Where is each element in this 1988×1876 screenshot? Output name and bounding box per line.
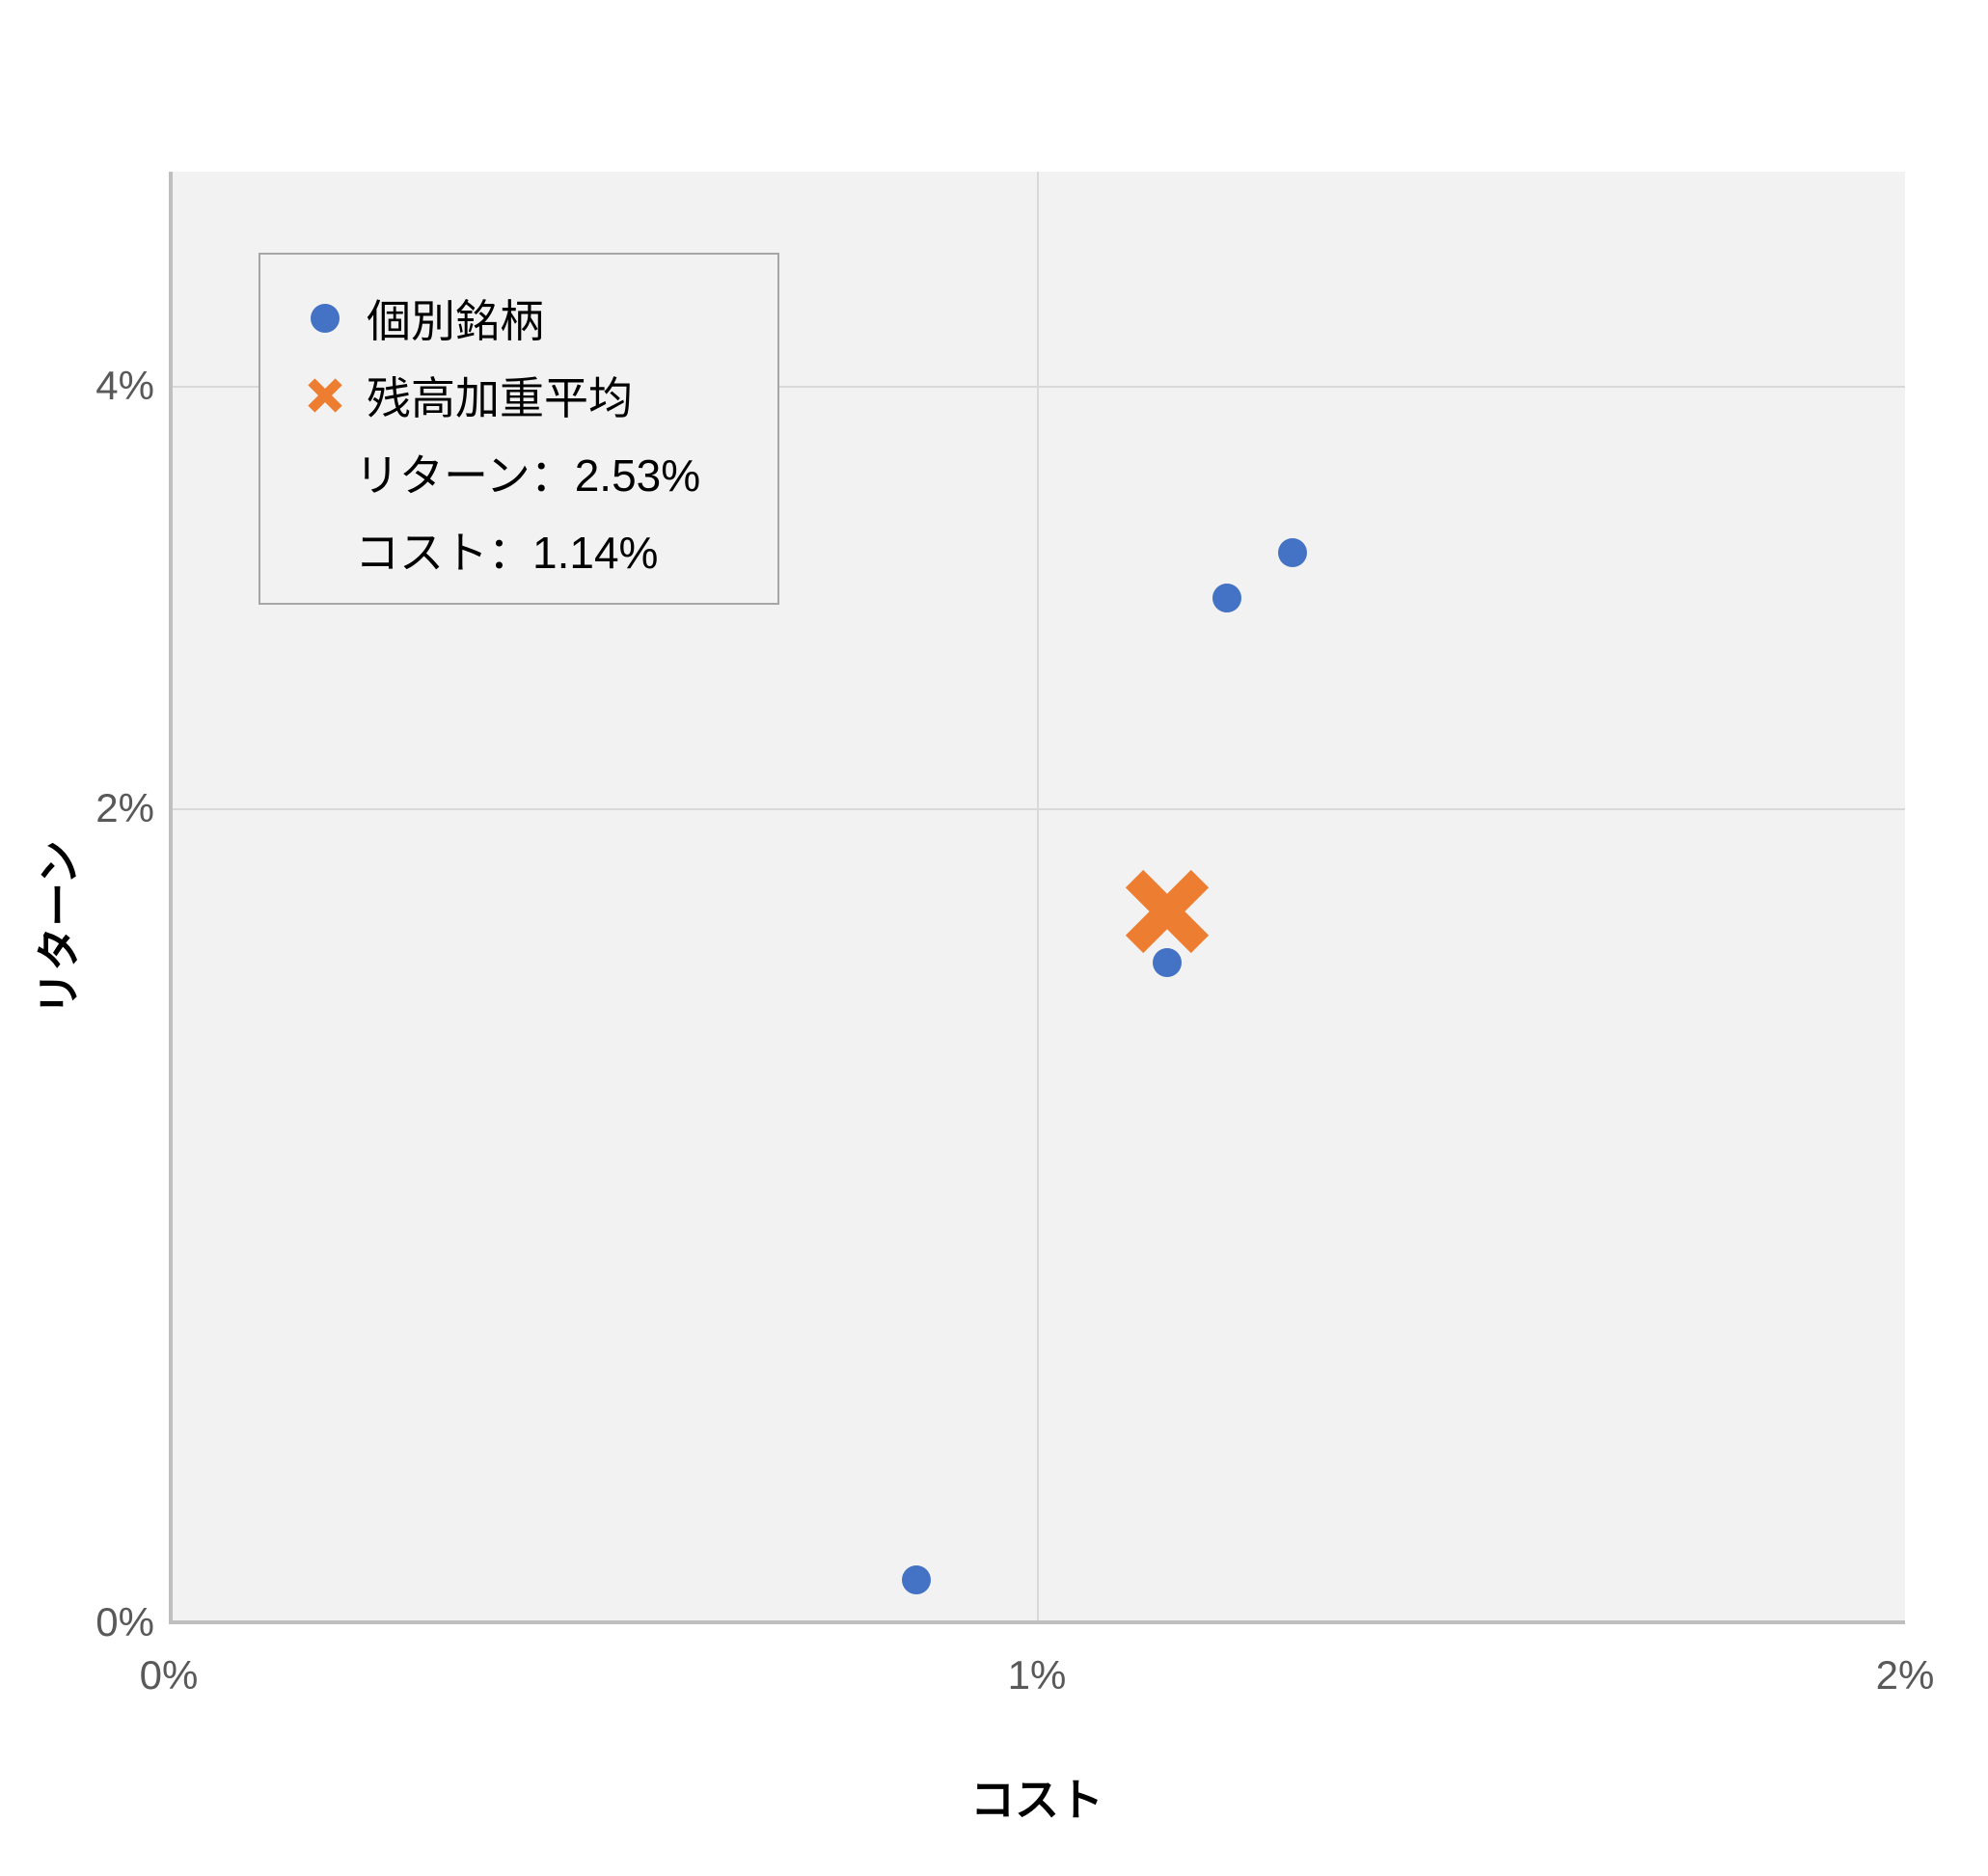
data-point-stock-1[interactable] — [902, 1565, 931, 1594]
legend-annotation-cost: コスト：1.14% — [260, 511, 777, 588]
y-tick-label-0pct: 0% — [95, 1599, 154, 1645]
data-point-stock-2[interactable] — [1153, 948, 1182, 977]
data-point-stock-3[interactable] — [1212, 584, 1241, 612]
legend-annotation-cost-text: コスト：1.14% — [355, 528, 659, 578]
legend-annotation-return: リターン：2.53% — [260, 434, 777, 511]
x-tick-label-0pct: 0% — [139, 1652, 199, 1698]
data-point-stock-4[interactable] — [1278, 538, 1307, 567]
legend-label-weighted-average: 残高加重平均 — [367, 373, 633, 423]
legend-label-individual-stocks: 個別銘柄 — [367, 296, 544, 346]
y-tick-label-2pct: 2% — [95, 785, 154, 830]
data-point-weighted-average[interactable] — [1121, 865, 1213, 958]
cross-marker-icon — [295, 377, 355, 414]
x-axis-line — [169, 1620, 1905, 1624]
legend-item-weighted-average[interactable]: 残高加重平均 — [260, 357, 777, 434]
y-axis-line — [169, 172, 173, 1624]
x-axis-title: コスト — [970, 1775, 1103, 1825]
legend-item-individual-stocks[interactable]: 個別銘柄 — [260, 280, 777, 357]
chart-legend: 個別銘柄 残高加重平均 リターン：2.53% コスト：1.14% — [259, 253, 779, 605]
legend-annotation-return-text: リターン：2.53% — [355, 450, 701, 501]
x-tick-label-2pct: 2% — [1875, 1652, 1935, 1698]
y-axis-title: リターン — [34, 840, 84, 1016]
circle-marker-icon — [295, 304, 355, 333]
x-tick-label-1pct: 1% — [1007, 1652, 1067, 1698]
gridline-x-1pct — [1037, 172, 1039, 1620]
y-tick-label-4pct: 4% — [95, 363, 154, 408]
